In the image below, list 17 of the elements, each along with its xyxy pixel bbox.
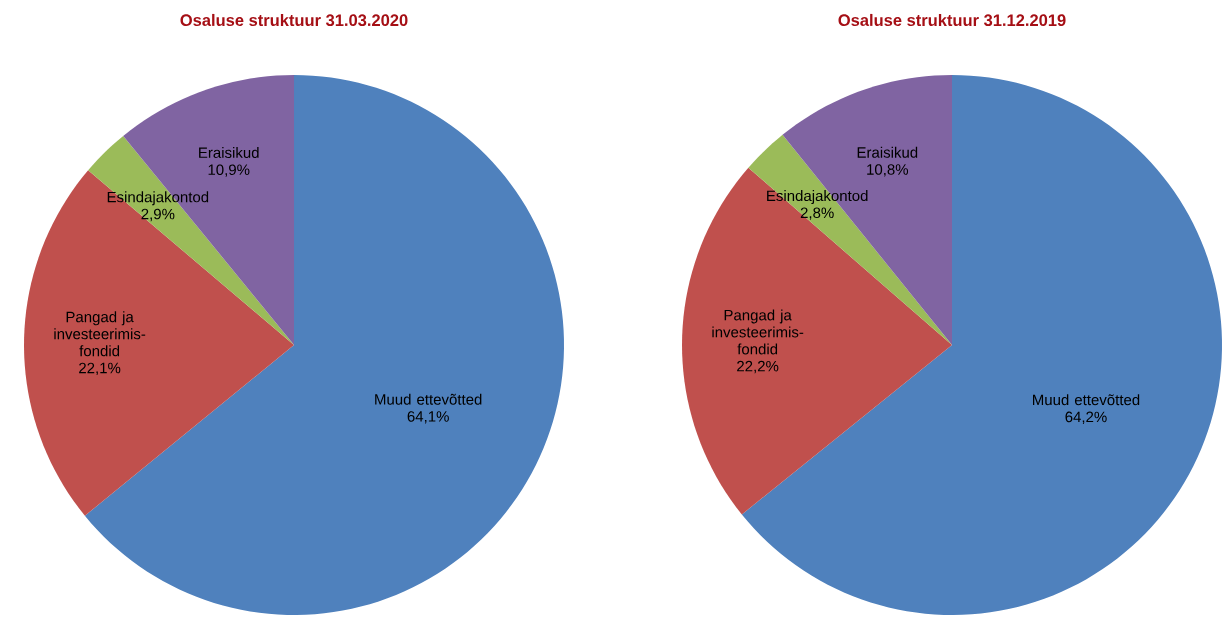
data-label: 2,8% xyxy=(800,207,834,220)
slice-label: Esindajakontod xyxy=(767,190,868,205)
data-label: 64,1% xyxy=(407,411,449,424)
data-label: 10,9% xyxy=(208,164,250,177)
slice-label: Eraisikud xyxy=(857,146,918,158)
data-label: 22,1% xyxy=(79,362,121,376)
chart-title: Osaluse struktuur 31.03.2020 xyxy=(180,13,408,27)
data-label: 10,8% xyxy=(867,164,909,177)
slice-label: Pangad ja investeerimis-fondid xyxy=(712,309,804,355)
data-label: 64,2% xyxy=(1065,411,1107,424)
slice-label: Muud ettevõtted xyxy=(375,393,482,405)
slice-label: Muud ettevõtted xyxy=(1033,394,1140,406)
slice-label: Pangad ja investeerimis-fondid xyxy=(54,311,146,357)
data-label: 22,2% xyxy=(737,360,779,374)
slice-label: Eraisikud xyxy=(199,146,259,158)
data-label: 2,9% xyxy=(141,208,175,222)
chart-title: Osaluse struktuur 31.12.2019 xyxy=(838,13,1066,27)
